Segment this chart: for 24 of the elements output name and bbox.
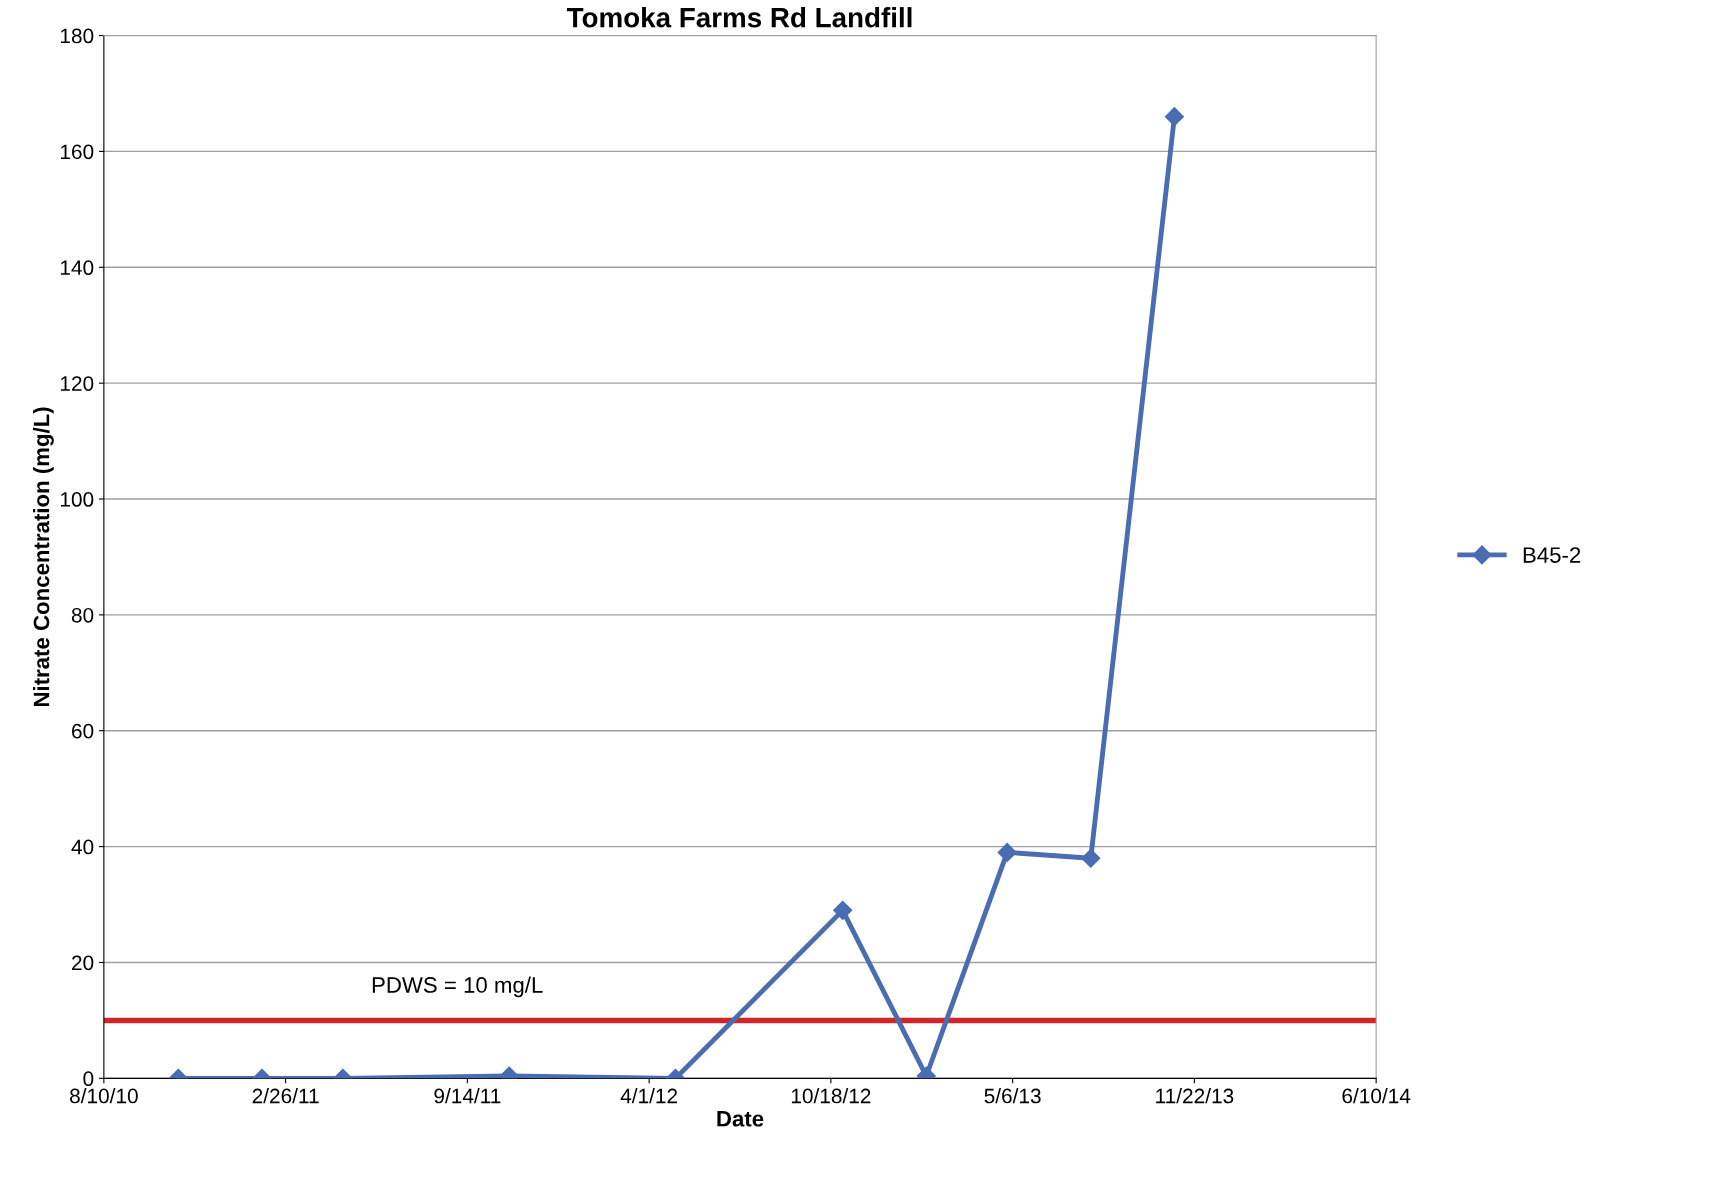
point bbox=[1164, 107, 1184, 127]
legend-label: B45-2 bbox=[1523, 547, 1581, 563]
y-tick-label: 120 bbox=[60, 376, 94, 391]
y-tick-label: 140 bbox=[60, 260, 94, 276]
x-tick-label: 10/18/12 bbox=[791, 1088, 871, 1104]
x-tick-label: 5/6/13 bbox=[984, 1088, 1041, 1104]
x-tick-label: 4/1/12 bbox=[620, 1088, 678, 1104]
ref-line-label: PDWS = 10 mg/L bbox=[372, 976, 543, 998]
y-tick-label: 20 bbox=[72, 955, 94, 971]
x-tick-label: 8/10/10 bbox=[70, 1088, 138, 1104]
y-tick-label: 160 bbox=[60, 144, 94, 160]
x-tick-label: 9/14/11 bbox=[434, 1088, 501, 1104]
y-tick-label: 80 bbox=[71, 607, 94, 623]
y-tick-label: 0 bbox=[83, 1071, 94, 1087]
y-tick-label: 100 bbox=[60, 492, 94, 507]
x-axis-title: Date bbox=[717, 1111, 764, 1127]
y-tick-label: 40 bbox=[71, 839, 94, 855]
y-tick-label: 180 bbox=[60, 28, 94, 44]
y-tick-label: 60 bbox=[72, 723, 94, 739]
chart-title: Tomoka Farms Rd Landfill bbox=[566, 7, 912, 28]
x-tick-label: 6/10/14 bbox=[1342, 1088, 1411, 1104]
y-axis-title: Nitrate Concentration (mg/L) bbox=[33, 407, 54, 707]
x-tick-label: 2/26/11 bbox=[252, 1088, 319, 1104]
x-tick-label: 11/22/13 bbox=[1156, 1088, 1234, 1104]
